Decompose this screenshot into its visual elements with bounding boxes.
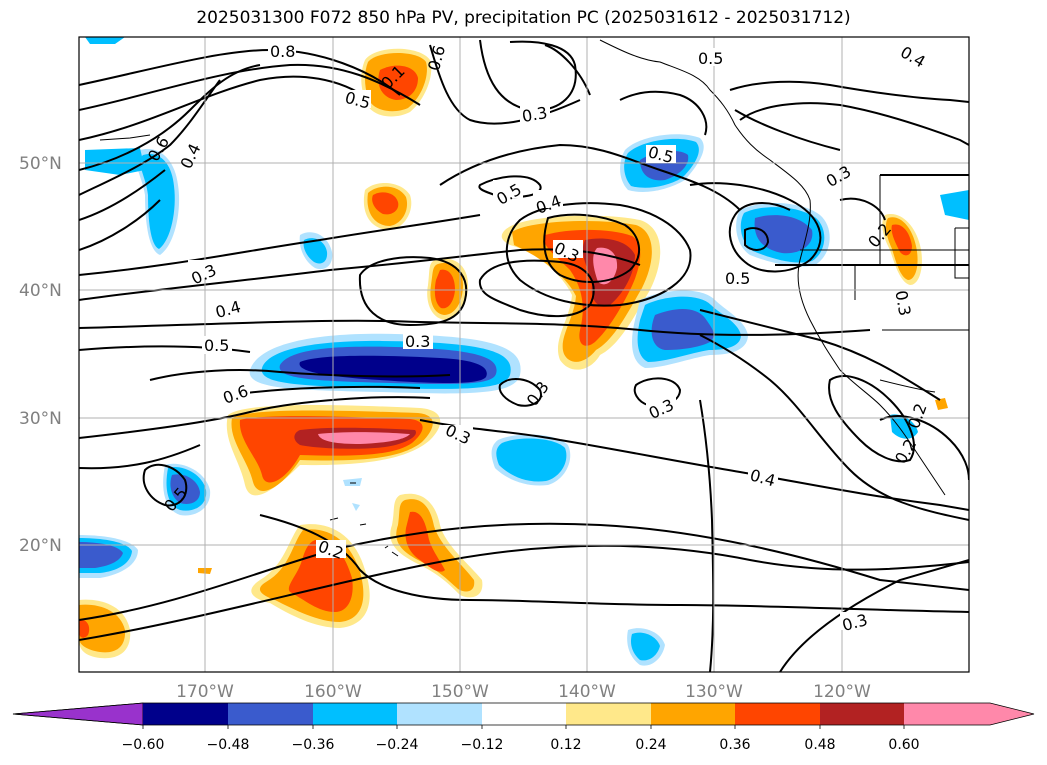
lon-labels: 170°W 160°W 150°W 140°W 130°W 120°W xyxy=(176,682,871,702)
lon-label-160w: 160°W xyxy=(304,682,362,702)
coastlines xyxy=(99,39,969,557)
colorbar-extend-low xyxy=(12,702,144,726)
colorbar-extend-high xyxy=(904,703,1034,725)
contour-label: 0.5 xyxy=(725,269,750,288)
colorbar-tick-label: 0.36 xyxy=(719,737,750,753)
contour-label: 0.5 xyxy=(698,49,723,68)
lon-label-150w: 150°W xyxy=(431,682,489,702)
pv-contours xyxy=(79,39,969,672)
map-area: 0.8 0.6 0.1 0.5 0.5 0.3 0.4 0.6 0.4 0.3 … xyxy=(79,37,969,672)
colorbar-bin xyxy=(735,703,820,725)
colorbar-bin xyxy=(482,703,566,725)
contour-label: 0.3 xyxy=(520,103,548,126)
colorbar-tick-label: −0.12 xyxy=(461,737,504,753)
colorbar-bin xyxy=(397,703,482,725)
map-frame xyxy=(78,36,970,673)
map-title: 2025031300 F072 850 hPa PV, precipitatio… xyxy=(196,8,851,28)
lat-label-20n: 20°N xyxy=(19,536,62,556)
colorbar-bin xyxy=(651,703,735,725)
lon-label-170w: 170°W xyxy=(176,682,234,702)
colorbar-bin xyxy=(313,703,397,725)
colorbar-tick-label: 0.48 xyxy=(804,737,835,753)
lat-label-40n: 40°N xyxy=(19,281,62,301)
lat-label-30n: 30°N xyxy=(19,409,62,429)
colorbar-bin xyxy=(820,703,904,725)
colorbar-tick-label: −0.60 xyxy=(122,737,165,753)
colorbar-tick-label: 0.24 xyxy=(635,737,666,753)
contour-label: 0.3 xyxy=(405,332,430,351)
lat-labels: 50°N 40°N 30°N 20°N xyxy=(19,154,62,556)
colorbar-tick-label: 0.12 xyxy=(550,737,581,753)
colorbar-tick-label: 0.60 xyxy=(888,737,919,753)
lon-label-130w: 130°W xyxy=(685,682,743,702)
contour-label: 0.3 xyxy=(891,289,914,317)
gridlines xyxy=(79,37,969,672)
colorbar-bin xyxy=(566,703,651,725)
colorbar-bin xyxy=(143,703,228,725)
colorbar-tick-label: −0.48 xyxy=(207,737,250,753)
colorbar-tick-label: −0.24 xyxy=(376,737,419,753)
colorbar-bin xyxy=(228,703,313,725)
colorbar: −0.60 −0.48 −0.36 −0.24 −0.12 0.12 0.24 … xyxy=(12,702,1035,753)
colorbar-tick-label: −0.36 xyxy=(292,737,335,753)
lon-label-120w: 120°W xyxy=(813,682,871,702)
lat-label-50n: 50°N xyxy=(19,154,62,174)
lon-label-140w: 140°W xyxy=(558,682,616,702)
contour-label: 0.8 xyxy=(270,42,295,61)
contour-label: 0.5 xyxy=(204,336,229,355)
